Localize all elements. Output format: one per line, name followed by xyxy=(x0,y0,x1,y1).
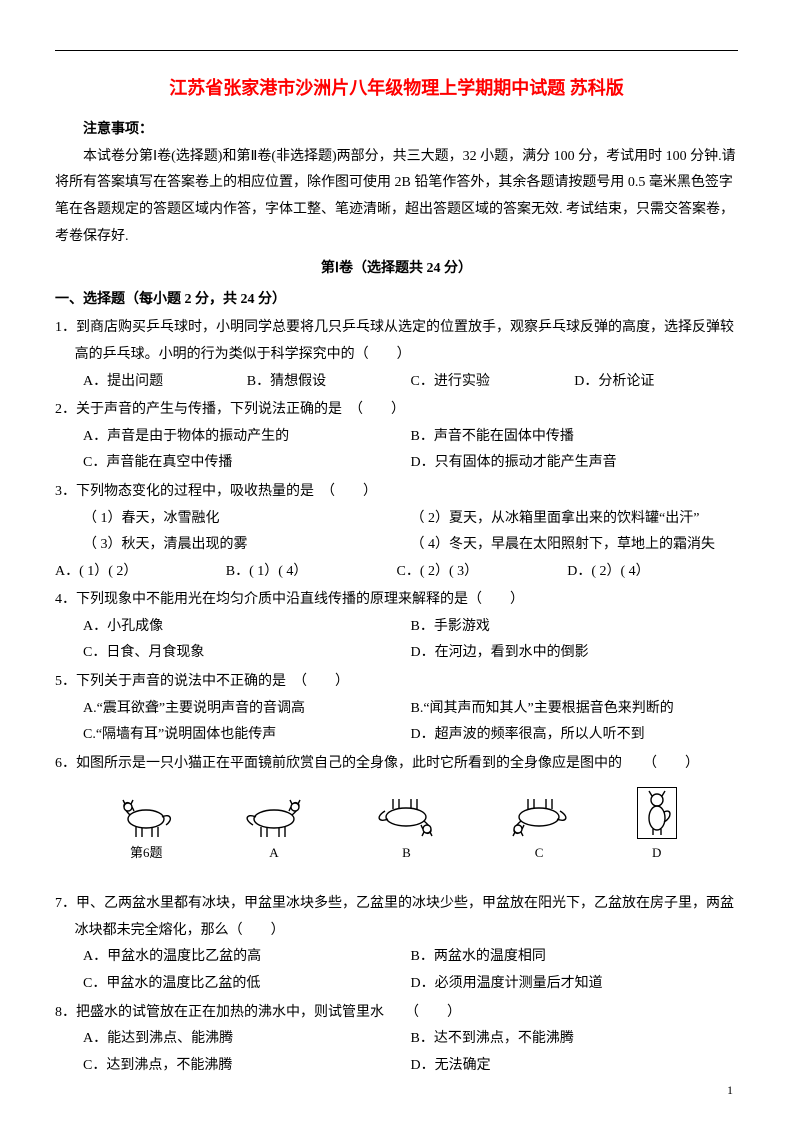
q3-opt-d: D．( 2）( 4） xyxy=(567,559,738,586)
q1-stem: 1．到商店购买乒乓球时，小明同学总要将几只乒乓球从选定的位置放手，观察乒乓球反弹… xyxy=(55,315,738,368)
q3-sub3: （ 3）秋天，清晨出现的雾 xyxy=(83,532,411,559)
q4-opt-b: B．手影游戏 xyxy=(411,614,739,641)
q8-opt-d: D．无法确定 xyxy=(411,1053,739,1080)
q3-opt-b: B．( 1）( 4） xyxy=(226,559,397,586)
question-2: 2．关于声音的产生与传播，下列说法正确的是 （ ） A．声音是由于物体的振动产生… xyxy=(55,397,738,477)
cat-icon xyxy=(637,787,677,839)
page-number: 1 xyxy=(727,1079,733,1102)
q4-stem: 4．下列现象中不能用光在均匀介质中沿直线传播的原理来解释的是（ ） xyxy=(55,587,738,614)
q3-opt-c: C．( 2）( 3） xyxy=(397,559,568,586)
question-3: 3．下列物态变化的过程中，吸收热量的是 （ ） （ 1）春天，冰雪融化 （ 2）… xyxy=(55,479,738,585)
exam-title: 江苏省张家港市沙洲片八年级物理上学期期中试题 苏科版 xyxy=(55,71,738,105)
q7-opt-d: D．必须用温度计测量后才知道 xyxy=(411,971,739,998)
q6-cap-c: C xyxy=(535,841,544,866)
question-6: 6．如图所示是一只小猫正在平面镜前欣赏自己的全身像，此时它所看到的全身像应是图中… xyxy=(55,751,738,866)
q7-stem: 7．甲、乙两盆水里都有冰块，甲盆里冰块多些，乙盆里的冰块少些，甲盆放在阳光下，乙… xyxy=(55,891,738,944)
q5-opt-c: C.“隔墙有耳”说明固体也能传声 xyxy=(83,722,411,749)
q3-stem: 3．下列物态变化的过程中，吸收热量的是 （ ） xyxy=(55,479,738,506)
notice-label: 注意事项： xyxy=(55,117,738,144)
q5-stem: 5．下列关于声音的说法中不正确的是 （ ） xyxy=(55,669,738,696)
q7-opt-c: C．甲盆水的温度比乙盆的低 xyxy=(83,971,411,998)
q8-opt-a: A．能达到沸点、能沸腾 xyxy=(83,1026,411,1053)
q4-opt-c: C．日食、月食现象 xyxy=(83,640,411,667)
question-8: 8．把盛水的试管放在正在加热的沸水中，则试管里水 （ ） A．能达到沸点、能沸腾… xyxy=(55,1000,738,1080)
q3-sub1: （ 1）春天，冰雪融化 xyxy=(83,506,411,533)
q6-cap-b: B xyxy=(402,841,411,866)
notice-body: 本试卷分第Ⅰ卷(选择题)和第Ⅱ卷(非选择题)两部分，共三大题，32 小题，满分 … xyxy=(55,144,738,250)
q6-fig-original: 第6题 xyxy=(116,797,176,866)
q2-opt-a: A．声音是由于物体的振动产生的 xyxy=(83,424,411,451)
q8-opt-c: C．达到沸点，不能沸腾 xyxy=(83,1053,411,1080)
q5-opt-a: A.“震耳欲聋”主要说明声音的音调高 xyxy=(83,696,411,723)
top-rule xyxy=(55,50,738,51)
q8-opt-b: B．达不到沸点，不能沸腾 xyxy=(411,1026,739,1053)
q8-stem: 8．把盛水的试管放在正在加热的沸水中，则试管里水 （ ） xyxy=(55,1000,738,1027)
q1-opt-b: B．猜想假设 xyxy=(247,369,411,396)
q3-sub4: （ 4）冬天，早晨在太阳照射下，草地上的霜消失 xyxy=(411,532,739,559)
q6-cap0: 第6题 xyxy=(130,841,163,866)
q6-stem: 6．如图所示是一只小猫正在平面镜前欣赏自己的全身像，此时它所看到的全身像应是图中… xyxy=(55,751,738,778)
q6-fig-c: C xyxy=(504,797,574,866)
q4-opt-a: A．小孔成像 xyxy=(83,614,411,641)
q2-opt-c: C．声音能在真空中传播 xyxy=(83,450,411,477)
cat-icon xyxy=(116,797,176,839)
q3-opt-a: A．( 1）( 2） xyxy=(55,559,226,586)
cat-icon xyxy=(239,797,309,839)
question-4: 4．下列现象中不能用光在均匀介质中沿直线传播的原理来解释的是（ ） A．小孔成像… xyxy=(55,587,738,667)
cat-icon xyxy=(504,797,574,839)
q6-cap-a: A xyxy=(269,841,278,866)
cat-icon xyxy=(371,797,441,839)
q7-opt-a: A．甲盆水的温度比乙盆的高 xyxy=(83,944,411,971)
q5-opt-d: D．超声波的频率很高，所以人听不到 xyxy=(411,722,739,749)
q5-opt-b: B.“闻其声而知其人”主要根据音色来判断的 xyxy=(411,696,739,723)
q6-images: 第6题 A xyxy=(85,787,708,866)
q1-opt-c: C．进行实验 xyxy=(411,369,575,396)
question-7: 7．甲、乙两盆水里都有冰块，甲盆里冰块多些，乙盆里的冰块少些，甲盆放在阳光下，乙… xyxy=(55,891,738,997)
q6-fig-b: B xyxy=(371,797,441,866)
q6-cap-d: D xyxy=(652,841,661,866)
q4-opt-d: D．在河边，看到水中的倒影 xyxy=(411,640,739,667)
q2-opt-d: D．只有固体的振动才能产生声音 xyxy=(411,450,739,477)
q1-opt-d: D．分析论证 xyxy=(574,369,738,396)
question-5: 5．下列关于声音的说法中不正确的是 （ ） A.“震耳欲聋”主要说明声音的音调高… xyxy=(55,669,738,749)
q6-fig-d: D xyxy=(637,787,677,866)
q6-fig-a: A xyxy=(239,797,309,866)
part1-header: 第Ⅰ卷（选择题共 24 分） xyxy=(55,256,738,283)
q1-opt-a: A．提出问题 xyxy=(83,369,247,396)
q2-stem: 2．关于声音的产生与传播，下列说法正确的是 （ ） xyxy=(55,397,738,424)
section1-header: 一、选择题（每小题 2 分，共 24 分） xyxy=(55,287,738,314)
q7-opt-b: B．两盆水的温度相同 xyxy=(411,944,739,971)
q2-opt-b: B．声音不能在固体中传播 xyxy=(411,424,739,451)
question-1: 1．到商店购买乒乓球时，小明同学总要将几只乒乓球从选定的位置放手，观察乒乓球反弹… xyxy=(55,315,738,395)
q3-sub2: （ 2）夏天，从冰箱里面拿出来的饮料罐“出汗” xyxy=(411,506,739,533)
